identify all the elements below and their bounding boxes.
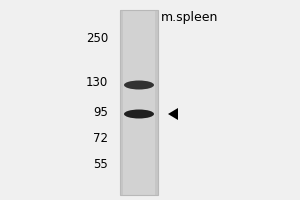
Bar bbox=[120, 10, 123, 195]
Bar bbox=[155, 10, 158, 195]
Polygon shape bbox=[168, 108, 178, 120]
Ellipse shape bbox=[124, 110, 154, 118]
Text: 72: 72 bbox=[93, 132, 108, 144]
Text: 250: 250 bbox=[86, 31, 108, 45]
Text: m.spleen: m.spleen bbox=[161, 11, 219, 24]
Text: 95: 95 bbox=[93, 106, 108, 118]
Text: 55: 55 bbox=[93, 158, 108, 171]
Ellipse shape bbox=[124, 80, 154, 90]
Text: 130: 130 bbox=[86, 75, 108, 88]
Bar bbox=[120, 10, 158, 195]
